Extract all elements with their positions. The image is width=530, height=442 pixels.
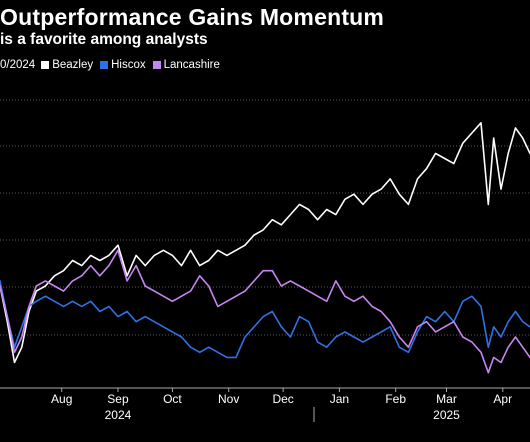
series-line-lancashire [0,249,530,374]
x-tick-label-oct: Oct [163,392,182,406]
legend-swatch-hiscox [100,61,109,69]
legend-item-lancashire: Lancashire [152,59,220,71]
x-tick-label-dec: Dec [272,392,293,406]
x-tick-label-sep: Sep [107,392,129,406]
legend-label-beazley: Beazley [52,59,94,71]
x-year-label-2024: 2024 [105,408,132,422]
x-year-label-2025: 2025 [433,408,460,422]
x-tick-label-mar: Mar [436,392,457,406]
series-line-hiscox [0,280,530,359]
legend-swatch-lancashire [152,61,161,69]
x-tick-label-nov: Nov [218,392,239,406]
legend-label-lancashire: Lancashire [163,59,220,71]
chart-subtitle: is a favorite among analysts [0,31,208,48]
legend-label-hiscox: Hiscox [111,59,146,71]
x-tick-label-jan: Jan [330,392,349,406]
x-tick-label-aug: Aug [51,392,72,406]
x-tick-label-apr: Apr [493,392,512,406]
chart-legend: 0/2024 Beazley Hiscox Lancashire [0,59,227,71]
legend-item-beazley: Beazley [41,59,93,71]
legend-date-fragment: 0/2024 [0,59,36,71]
x-tick-label-feb: Feb [385,392,406,406]
legend-swatch-beazley [41,61,50,69]
chart-title: Outperformance Gains Momentum [0,4,385,30]
legend-item-hiscox: Hiscox [100,59,146,71]
series-line-beazley [0,122,530,364]
